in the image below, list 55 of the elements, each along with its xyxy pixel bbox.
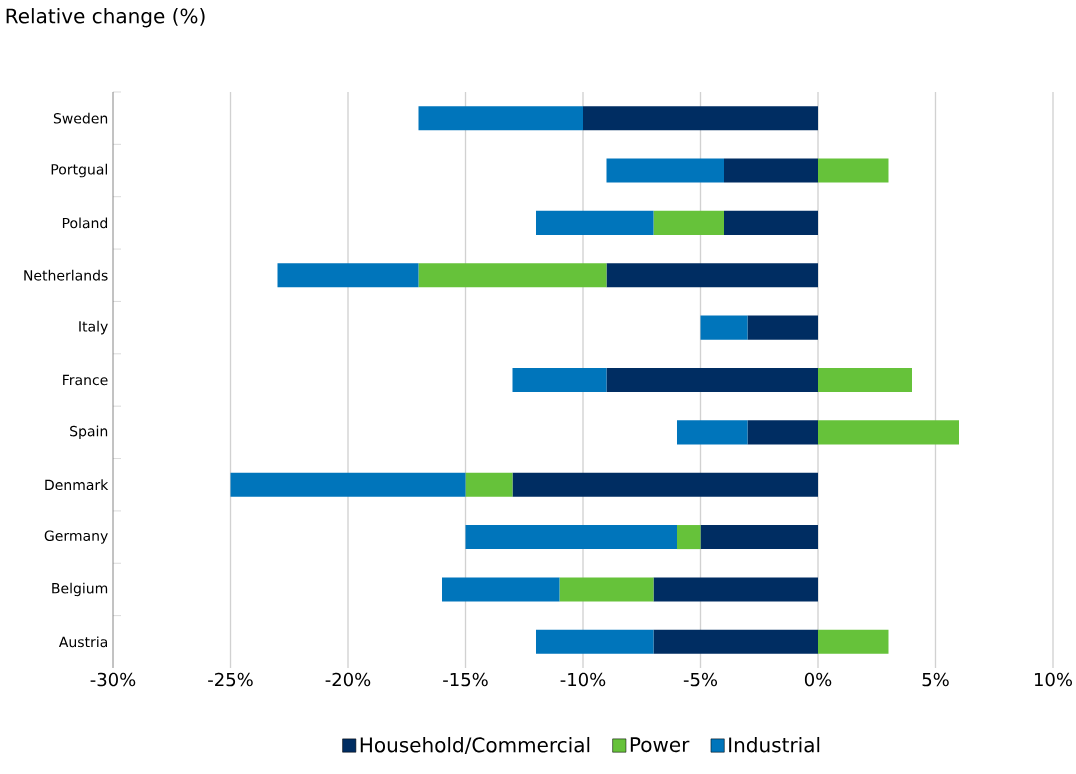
y-tick-label: Sweden: [53, 112, 108, 124]
bar: [653, 577, 818, 602]
y-tick-label: Denmark: [45, 479, 109, 491]
x-tick-label: 10%: [1034, 672, 1073, 687]
x-tick-label: -25%: [208, 672, 253, 687]
y-tick-label: France: [63, 374, 108, 386]
y-tick-label: Poland: [62, 217, 108, 229]
bar: [700, 315, 748, 340]
bar: [465, 472, 513, 497]
bar: [818, 367, 912, 393]
bar: [606, 367, 818, 393]
bar: [536, 629, 654, 654]
y-tick-label: Belgium: [52, 582, 108, 597]
x-tick-label: -20%: [325, 672, 371, 687]
x-tick-label: 5%: [922, 672, 949, 687]
bar: [677, 420, 748, 445]
bar: [230, 472, 466, 497]
chart-title: Relative change (%): [6, 8, 205, 28]
y-tick-label: Spain: [70, 425, 108, 440]
x-tick-label: -15%: [443, 672, 488, 687]
bar: [512, 367, 607, 393]
x-tick-label: -5%: [683, 672, 718, 687]
y-tick-label: Austria: [58, 636, 108, 648]
bar: [418, 106, 583, 131]
bar: [747, 420, 818, 445]
bar: [653, 210, 724, 235]
x-tick-label: 0%: [804, 672, 832, 687]
bar: [606, 158, 724, 183]
y-tick-label: Portgual: [51, 163, 107, 178]
y-tick-label: Italy: [79, 320, 108, 335]
bar: [818, 629, 889, 654]
bar: [700, 525, 818, 550]
legend-label: Household/Commercial: [360, 736, 590, 754]
x-tick-label: -10%: [560, 672, 606, 687]
legend-label: Industrial: [729, 736, 820, 753]
bar: [465, 525, 677, 550]
y-tick-label: Germany: [44, 530, 108, 544]
legend-label: Power: [630, 737, 690, 753]
y-tick-label: Netherlands: [24, 269, 108, 281]
bar: [583, 106, 818, 131]
bar: [677, 525, 701, 550]
bar: [818, 158, 889, 183]
bar: [724, 158, 818, 183]
bar: [653, 629, 818, 654]
x-tick-label: -30%: [90, 672, 136, 687]
bar: [818, 420, 959, 445]
bar: [747, 315, 818, 340]
bar: [277, 263, 419, 288]
bar: [724, 210, 818, 235]
bar: [512, 472, 818, 497]
bar: [606, 263, 818, 288]
bar: [442, 577, 560, 602]
bar: [418, 263, 607, 288]
bar: [559, 577, 654, 602]
bar: [536, 210, 654, 235]
